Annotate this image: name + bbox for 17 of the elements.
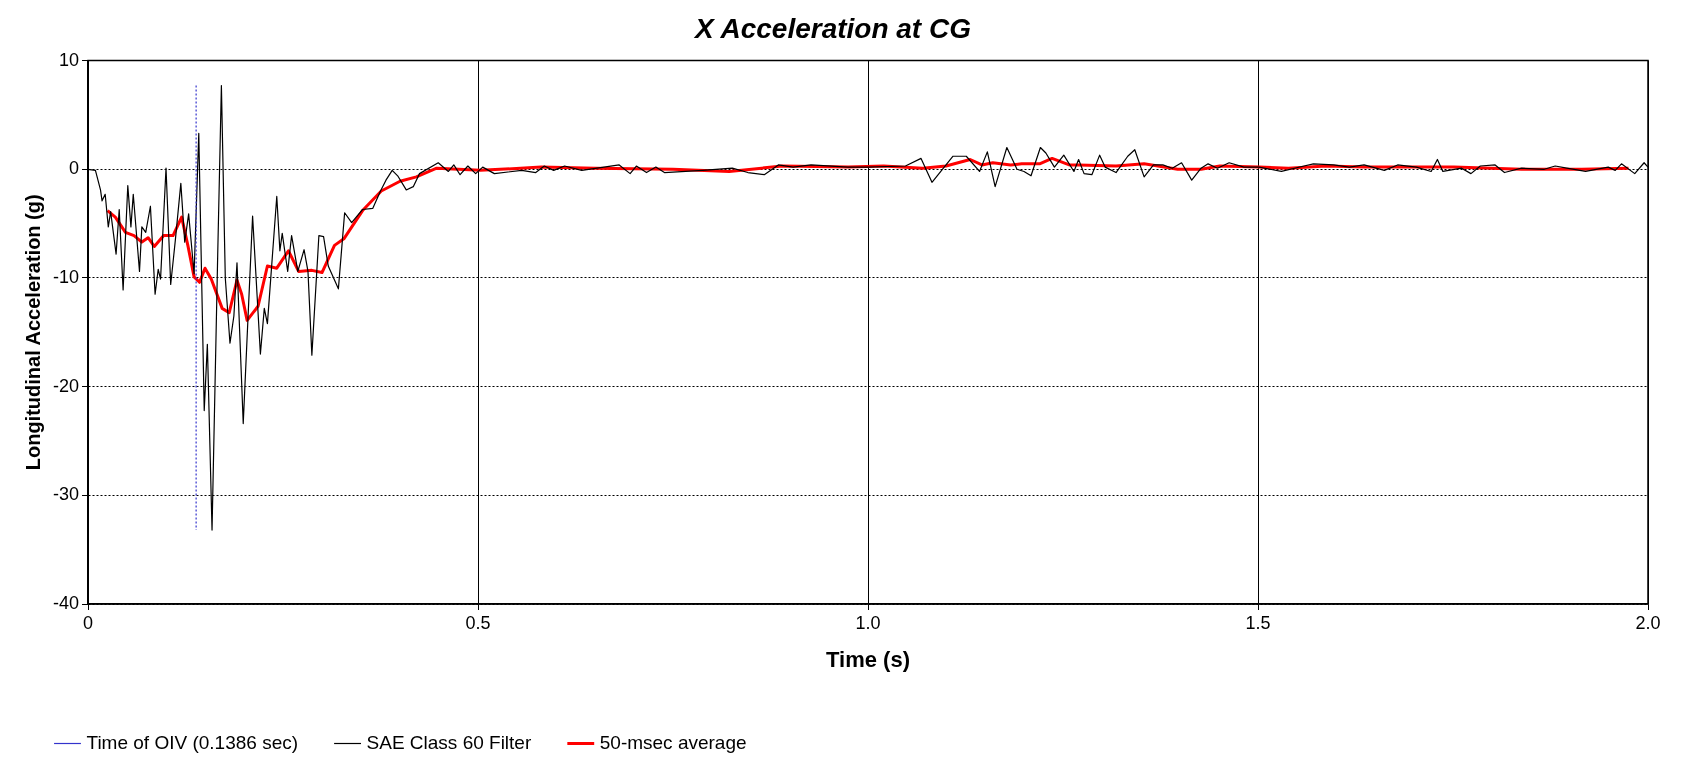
legend-label: SAE Class 60 Filter	[366, 731, 532, 753]
legend-label: Time of OIV (0.1386 sec)	[86, 731, 299, 753]
x-axis-title: Time (s)	[826, 646, 910, 672]
legend-label: 50-msec average	[599, 731, 747, 753]
x-tick-label: 2.0	[1635, 612, 1661, 633]
x-tick-label: 0.5	[465, 612, 491, 633]
y-tick-label: 0	[69, 158, 80, 179]
y-tick-label: -30	[53, 484, 80, 505]
y-tick-label: 10	[58, 49, 80, 70]
x-tick-label: 1.0	[855, 612, 881, 633]
x-tick-label: 0	[83, 612, 94, 633]
chart-title: X Acceleration at CG	[693, 12, 971, 44]
y-tick-label: -10	[53, 266, 80, 287]
y-axis-title: Longitudinal Acceleration (g)	[21, 194, 44, 471]
x-tick-label: 1.5	[1245, 612, 1271, 633]
y-tick-label: -40	[53, 592, 80, 613]
y-tick-label: -20	[53, 375, 80, 396]
